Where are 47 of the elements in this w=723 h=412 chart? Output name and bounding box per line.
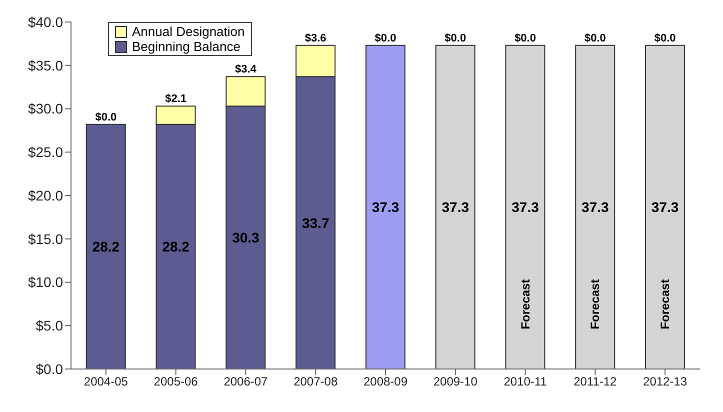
bar bbox=[575, 44, 616, 369]
data-label: 28.2 bbox=[162, 238, 190, 255]
x-tick-label: 2005-06 bbox=[154, 374, 198, 389]
y-tick-label: $5.0 bbox=[36, 318, 64, 334]
annotation: Forecast bbox=[518, 279, 532, 330]
x-tick-label: 2007-08 bbox=[294, 374, 338, 389]
y-tick-label: $25.0 bbox=[28, 144, 64, 160]
x-tick-label: 2006-07 bbox=[224, 374, 268, 389]
data-label: $3.6 bbox=[304, 32, 326, 44]
data-label: 37.3 bbox=[582, 199, 610, 216]
annotation: Forecast bbox=[658, 279, 672, 330]
y-tick-label: $0.0 bbox=[36, 360, 64, 377]
bar bbox=[365, 44, 406, 369]
data-label: 37.3 bbox=[651, 199, 679, 216]
x-tick-label: 2010-11 bbox=[504, 374, 548, 389]
x-tick-label: 2011-12 bbox=[574, 374, 618, 389]
legend-label: Beginning Balance bbox=[132, 39, 240, 54]
bar bbox=[86, 124, 126, 369]
x-tick-label: 2009-10 bbox=[433, 374, 478, 389]
bar bbox=[435, 44, 476, 369]
data-label: 37.3 bbox=[512, 199, 540, 216]
data-label: $0.0 bbox=[514, 32, 536, 44]
y-tick-label: $30.0 bbox=[28, 100, 64, 117]
data-label: 33.7 bbox=[302, 214, 330, 231]
data-label: 28.2 bbox=[92, 238, 120, 255]
data-label: $2.1 bbox=[165, 93, 187, 106]
y-tick-label: $35.0 bbox=[28, 57, 64, 74]
data-label: $0.0 bbox=[444, 32, 466, 44]
y-tick-label: $40.0 bbox=[28, 14, 64, 30]
legend-label: Annual Designation bbox=[132, 24, 245, 39]
y-tick-label: $10.0 bbox=[28, 274, 64, 290]
data-label: $0.0 bbox=[654, 32, 676, 44]
x-tick-label: 2008-09 bbox=[363, 374, 408, 389]
bar bbox=[505, 44, 546, 369]
data-label: 37.3 bbox=[442, 199, 470, 216]
annotation: Forecast bbox=[588, 279, 602, 330]
bar bbox=[644, 44, 685, 369]
x-tick-label: 2012-13 bbox=[643, 374, 688, 389]
data-label: $0.0 bbox=[95, 111, 117, 124]
data-label: 37.3 bbox=[372, 199, 400, 216]
y-tick-label: $15.0 bbox=[28, 230, 64, 247]
data-label: $0.0 bbox=[584, 32, 606, 44]
y-tick-label: $20.0 bbox=[28, 187, 64, 204]
data-label: $0.0 bbox=[374, 32, 396, 44]
data-label: 30.3 bbox=[232, 230, 260, 246]
data-label: $3.4 bbox=[235, 64, 258, 76]
x-tick-label: 2004-05 bbox=[84, 374, 128, 389]
